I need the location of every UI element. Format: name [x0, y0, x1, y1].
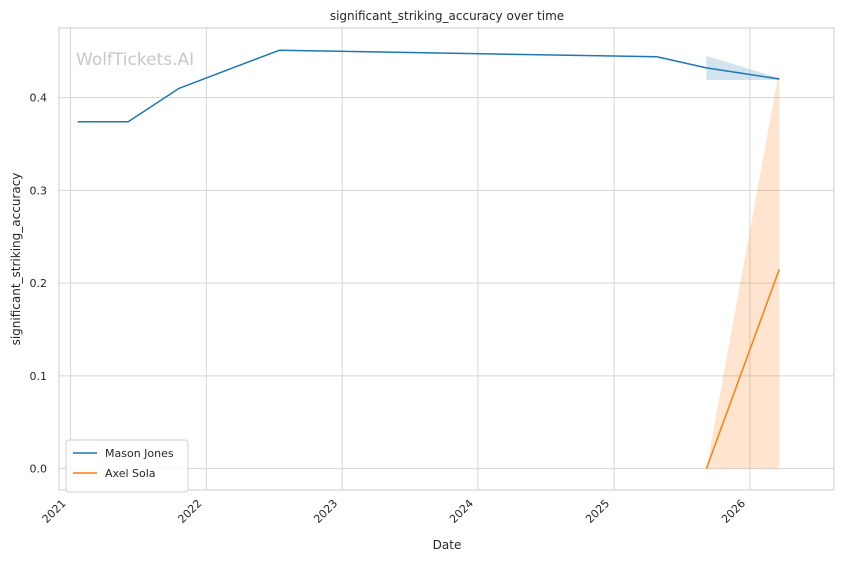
x-axis-label: Date	[433, 538, 462, 552]
legend: Mason Jones Axel Sola	[65, 439, 189, 493]
y-tick-label: 0.4	[30, 92, 48, 105]
series-lines	[77, 49, 781, 469]
y-tick-label: 0.1	[30, 370, 48, 383]
plot-frame	[58, 27, 835, 491]
grid-lines	[59, 28, 834, 490]
mason-jones-confidence-band	[706, 55, 780, 80]
legend-label-mason-jones: Mason Jones	[105, 447, 174, 460]
y-tick-label: 0.2	[30, 277, 48, 290]
axel-sola-line	[705, 268, 781, 469]
chart-title: significant_striking_accuracy over time	[330, 9, 564, 23]
y-axis-label: significant_striking_accuracy	[9, 173, 23, 346]
legend-label-axel-sola: Axel Sola	[105, 467, 156, 480]
axel-sola-confidence-band	[706, 69, 780, 469]
y-tick-label: 0.0	[30, 463, 48, 476]
y-axis-ticks: 0.0 0.1 0.2 0.3 0.4	[30, 92, 48, 476]
confidence-bands	[706, 55, 780, 469]
watermark-text: WolfTickets.AI	[76, 50, 194, 70]
y-tick-label: 0.3	[30, 184, 48, 197]
mason-jones-line	[77, 49, 780, 123]
